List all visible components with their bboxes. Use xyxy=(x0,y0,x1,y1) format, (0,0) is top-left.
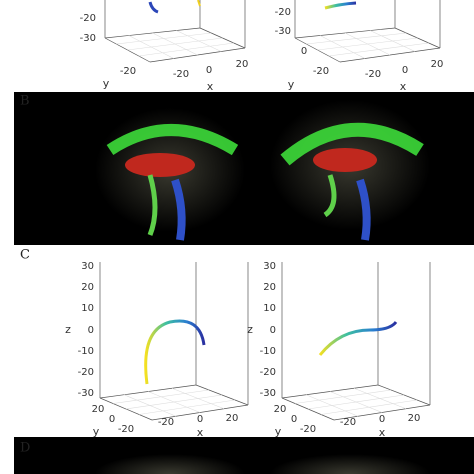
y-tick-label: -20 xyxy=(118,424,134,435)
y-tick-label: 0 xyxy=(291,414,297,425)
brain-left xyxy=(95,454,245,474)
grid-line xyxy=(329,391,383,413)
panel-label: C xyxy=(20,248,30,263)
grid-line xyxy=(369,30,416,52)
axis-label: x xyxy=(207,80,214,93)
grid-line xyxy=(138,42,234,57)
brain-right xyxy=(270,454,430,474)
z-tick-label: -10 xyxy=(78,346,94,357)
z-tick-label: 10 xyxy=(263,303,276,314)
x-tick-label: 0 xyxy=(379,414,385,425)
x-tick-label: 20 xyxy=(226,413,239,424)
grid-line xyxy=(138,399,236,415)
y-tick-label: 20 xyxy=(274,404,287,415)
curve xyxy=(318,321,398,356)
z-tick-label: 30 xyxy=(81,261,94,272)
x-tick-label: -20 xyxy=(158,417,174,428)
x-tick-label: 20 xyxy=(408,413,421,424)
z-tick-label: -30 xyxy=(80,33,96,44)
axis-label: y xyxy=(103,77,110,90)
z-tick-label: -20 xyxy=(260,367,276,378)
x-tick-label: -20 xyxy=(173,69,189,80)
z-tick-label: -30 xyxy=(275,26,291,37)
axis-label: z xyxy=(247,323,253,336)
grid-line xyxy=(147,391,201,413)
z-tick-label: 0 xyxy=(88,325,94,336)
y-tick-label: -20 xyxy=(300,424,316,435)
grid-line xyxy=(320,399,418,415)
grid-line xyxy=(328,42,429,57)
y-tick-label: -20 xyxy=(313,66,329,77)
x-tick-label: 0 xyxy=(402,65,408,76)
axis-label: y xyxy=(288,78,295,91)
brain-right xyxy=(270,100,430,241)
z-tick-label: 10 xyxy=(81,303,94,314)
panel-label: D xyxy=(20,441,30,456)
z-tick-label: 20 xyxy=(263,282,276,293)
brain-left xyxy=(95,108,245,241)
z-tick-label: -10 xyxy=(260,346,276,357)
axis-label: x xyxy=(400,80,407,93)
x-tick-label: -20 xyxy=(340,417,356,428)
grid-line xyxy=(152,32,198,56)
grid-line xyxy=(353,387,407,410)
y-tick-label: -20 xyxy=(120,66,136,77)
x-tick-label: 0 xyxy=(206,65,212,76)
x-tick-label: 20 xyxy=(236,59,249,70)
y-tick-label: 0 xyxy=(301,46,307,57)
grid-line xyxy=(344,32,391,56)
curve xyxy=(148,1,159,14)
x-tick-label: -20 xyxy=(365,69,381,80)
axis-label: y xyxy=(93,425,100,438)
x-tick-label: 20 xyxy=(431,59,444,70)
curve xyxy=(197,0,201,7)
panel-label: B xyxy=(20,94,30,109)
axis-label: z xyxy=(65,323,71,336)
grid-line xyxy=(171,387,225,410)
y-tick-label: 20 xyxy=(92,404,105,415)
z-tick-label: -20 xyxy=(275,7,291,18)
curve xyxy=(324,1,357,10)
y-tick-label: 0 xyxy=(109,414,115,425)
z-tick-label: -20 xyxy=(80,13,96,24)
axis-label: y xyxy=(275,425,282,438)
z-tick-label: -30 xyxy=(78,388,94,399)
z-tick-label: 30 xyxy=(263,261,276,272)
curve xyxy=(144,319,206,385)
z-tick-label: -20 xyxy=(78,367,94,378)
grid-line xyxy=(176,30,222,52)
axis-label: x xyxy=(379,426,386,439)
z-tick-label: -30 xyxy=(260,388,276,399)
z-tick-label: 0 xyxy=(270,325,276,336)
z-tick-label: 20 xyxy=(81,282,94,293)
x-tick-label: 0 xyxy=(197,414,203,425)
axis-label: x xyxy=(197,426,204,439)
